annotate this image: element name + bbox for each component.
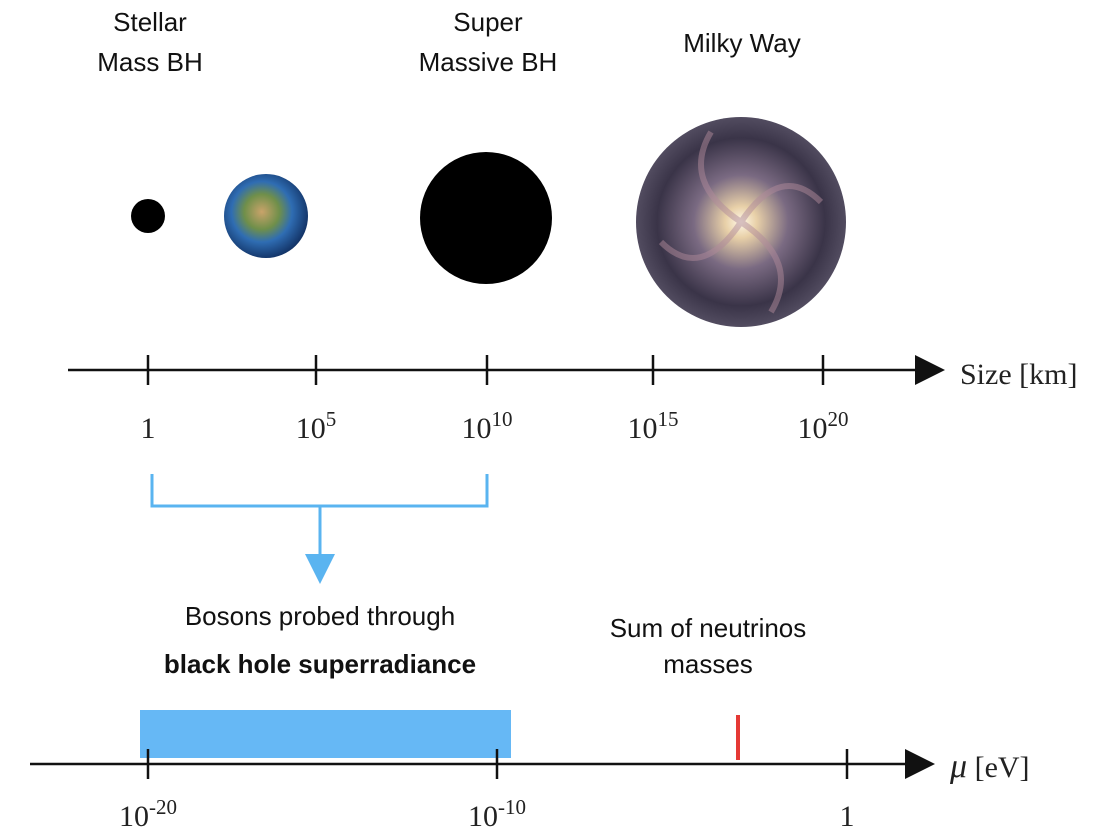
- earth: [224, 174, 308, 258]
- tick-label: 1010: [462, 407, 513, 445]
- object-label: Milky Way: [683, 28, 800, 58]
- tick-label: 105: [296, 407, 337, 445]
- tick-base: 10: [119, 800, 149, 833]
- tick-exponent: 5: [326, 407, 337, 431]
- diagram: Stellar Mass BH Super Massive BH Milky Way S…: [0, 0, 1100, 837]
- mu-symbol: μ: [949, 748, 967, 785]
- neutrino-text: Sum of neutrinos: [610, 613, 807, 643]
- unit: [eV]: [975, 751, 1030, 784]
- tick-base: 1: [840, 800, 855, 833]
- tick-base: 10: [462, 412, 492, 445]
- tick-exponent: 15: [658, 407, 679, 431]
- tick-label: 1020: [798, 407, 849, 445]
- tick-label: 10-20: [119, 795, 177, 833]
- tick-exponent: 20: [828, 407, 849, 431]
- superradiance-range: [140, 710, 511, 758]
- tick-exponent: -20: [149, 795, 177, 819]
- neutrino-text: masses: [663, 649, 753, 679]
- superradiance-text: black hole superradiance: [164, 649, 476, 679]
- tick-base: 10: [628, 412, 658, 445]
- object-label: Mass BH: [97, 47, 202, 77]
- stellar-bh: [131, 199, 165, 233]
- tick-base: 10: [468, 800, 498, 833]
- tick-base: 1: [141, 412, 156, 445]
- supermassive-bh: [420, 152, 552, 284]
- tick-label: 10-10: [468, 795, 526, 833]
- tick-base: 10: [296, 412, 326, 445]
- tick-label: 1: [141, 412, 156, 445]
- size-axis-label: Size [km]: [960, 358, 1077, 391]
- superradiance-text: Bosons probed through: [185, 601, 455, 631]
- tick-exponent: 10: [492, 407, 513, 431]
- tick-base: 10: [798, 412, 828, 445]
- range-bracket: [152, 474, 487, 506]
- object-label: Super: [453, 7, 523, 37]
- mass-axis-label: μ [eV]: [949, 748, 1030, 785]
- tick-label: 1015: [628, 407, 679, 445]
- tick-exponent: -10: [498, 795, 526, 819]
- object-label: Stellar: [113, 7, 187, 37]
- tick-label: 1: [840, 800, 855, 833]
- object-label: Massive BH: [419, 47, 558, 77]
